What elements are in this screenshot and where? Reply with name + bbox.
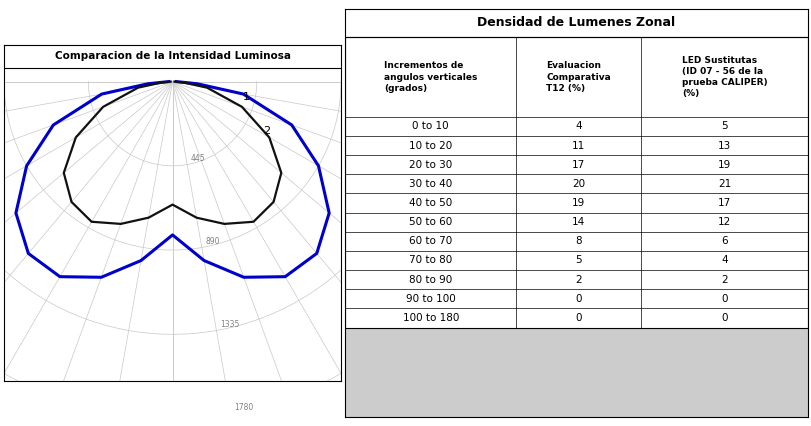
Text: 80 to 90: 80 to 90	[409, 275, 452, 285]
Text: Evaluacion
Comparativa
T12 (%): Evaluacion Comparativa T12 (%)	[546, 61, 611, 92]
Text: 30 to 40: 30 to 40	[409, 179, 452, 189]
Text: 890: 890	[205, 237, 220, 246]
Bar	[345, 328, 807, 417]
Text: 14: 14	[572, 217, 585, 227]
Bar	[345, 37, 807, 328]
Text: 8: 8	[575, 236, 581, 246]
Text: 4: 4	[720, 256, 727, 265]
Text: 17: 17	[572, 160, 585, 170]
Text: 19: 19	[717, 160, 731, 170]
Text: 50 to 60: 50 to 60	[409, 217, 452, 227]
Text: Comparacion de la Intensidad Luminosa: Comparacion de la Intensidad Luminosa	[54, 51, 290, 61]
Text: 60 to 70: 60 to 70	[409, 236, 452, 246]
Text: 70 to 80: 70 to 80	[409, 256, 452, 265]
Text: 4: 4	[575, 121, 581, 132]
Text: 5: 5	[575, 256, 581, 265]
Text: 0: 0	[720, 313, 727, 323]
Text: 11: 11	[572, 141, 585, 151]
Text: 10 to 20: 10 to 20	[409, 141, 452, 151]
Text: 100 to 180: 100 to 180	[402, 313, 458, 323]
Text: 0 to 10: 0 to 10	[412, 121, 448, 132]
Text: 0: 0	[575, 313, 581, 323]
Text: 20 to 30: 20 to 30	[409, 160, 452, 170]
Text: 19: 19	[572, 198, 585, 208]
Text: 445: 445	[191, 154, 205, 163]
Text: LED Sustitutas
(ID 07 - 56 de la
prueba CALIPER)
(%): LED Sustitutas (ID 07 - 56 de la prueba …	[681, 56, 766, 98]
Text: 6: 6	[720, 236, 727, 246]
Text: 20: 20	[572, 179, 585, 189]
Text: 17: 17	[717, 198, 731, 208]
Text: 21: 21	[717, 179, 731, 189]
Text: 13: 13	[717, 141, 731, 151]
Text: 12: 12	[717, 217, 731, 227]
Text: Densidad de Lumenes Zonal: Densidad de Lumenes Zonal	[477, 16, 675, 29]
Text: 0: 0	[720, 294, 727, 304]
Text: 1780: 1780	[234, 403, 253, 412]
Text: 2: 2	[720, 275, 727, 285]
Text: 90 to 100: 90 to 100	[406, 294, 455, 304]
Text: 1: 1	[242, 92, 250, 102]
Text: 40 to 50: 40 to 50	[409, 198, 452, 208]
Text: 2: 2	[575, 275, 581, 285]
Text: Incrementos de
angulos verticales
(grados): Incrementos de angulos verticales (grado…	[384, 61, 477, 92]
Text: 1335: 1335	[220, 320, 239, 329]
Text: 2: 2	[263, 126, 270, 136]
Text: 0: 0	[575, 294, 581, 304]
Text: 5: 5	[720, 121, 727, 132]
